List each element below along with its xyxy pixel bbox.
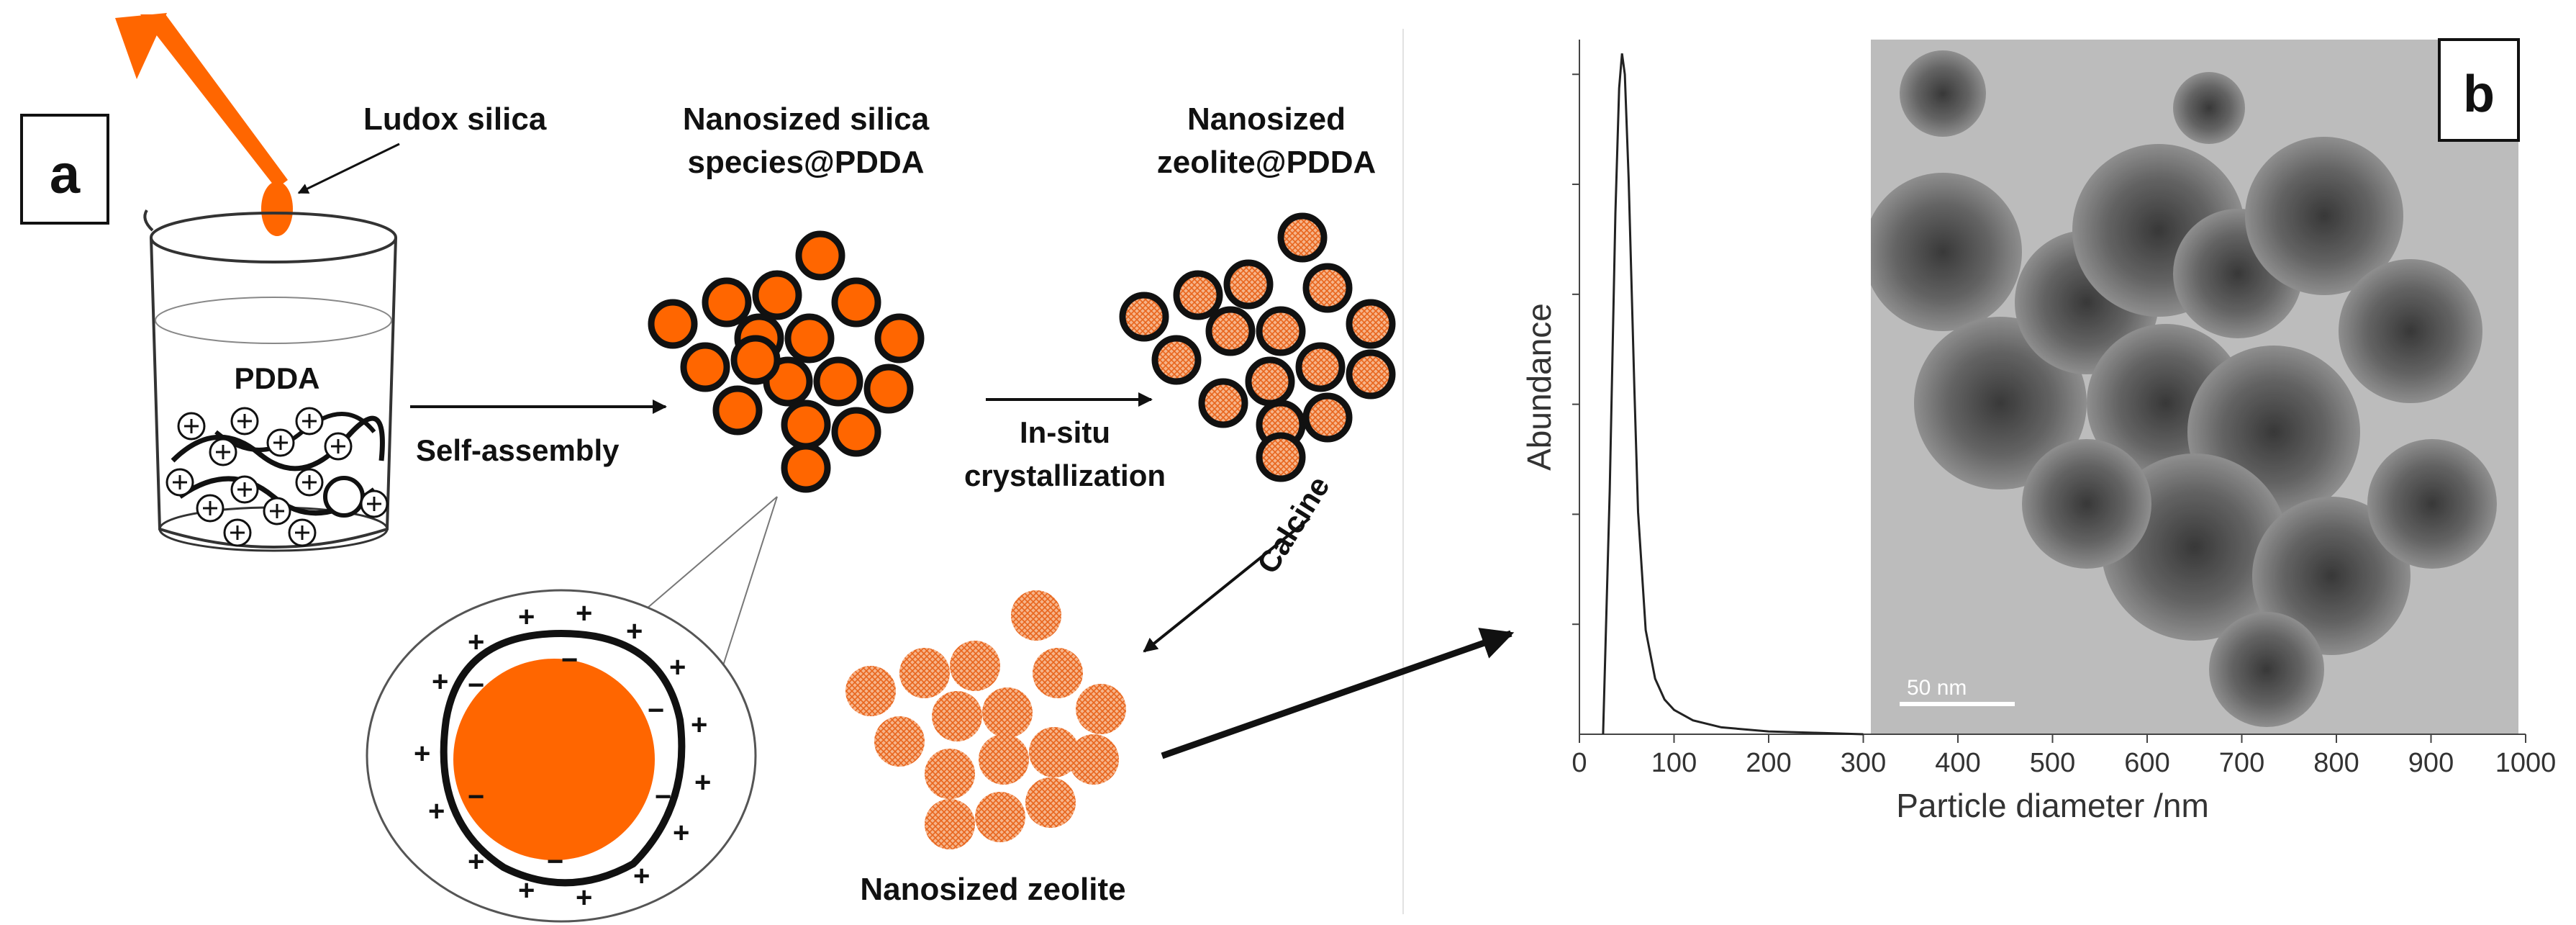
svg-text:+: + bbox=[468, 846, 484, 877]
svg-text:+: + bbox=[576, 597, 592, 629]
x-tick-label: 100 bbox=[1651, 748, 1697, 778]
y-axis-label: Abundance bbox=[1520, 303, 1558, 471]
silica-pdda-cluster bbox=[648, 230, 925, 493]
tem-scalebar-label: 50 nm bbox=[1907, 676, 1967, 700]
panel-a-letter: a bbox=[50, 144, 81, 205]
x-tick-label: 0 bbox=[1572, 748, 1587, 778]
svg-text:+: + bbox=[694, 767, 711, 798]
zoom-line-2 bbox=[719, 496, 778, 677]
nanosized-zeolite-label: Nanosized zeolite bbox=[860, 872, 1125, 907]
svg-text:+: + bbox=[626, 615, 643, 647]
svg-text:+: + bbox=[633, 860, 650, 892]
ludox-pointer bbox=[297, 143, 400, 194]
svg-text:+: + bbox=[576, 882, 592, 913]
crystallization-label-line1: In-situ bbox=[1020, 415, 1110, 449]
x-tick-label: 800 bbox=[2313, 748, 2359, 778]
x-tick-label: 500 bbox=[2030, 748, 2075, 778]
svg-text:+: + bbox=[518, 601, 535, 633]
x-tick-label: 300 bbox=[1841, 748, 1886, 778]
tem-scalebar bbox=[1900, 702, 2015, 706]
tem-image: 50 nm bbox=[1871, 40, 2518, 734]
pipette bbox=[115, 13, 293, 236]
svg-text:−: − bbox=[468, 669, 484, 701]
crystallization-label-line2: crystallization bbox=[964, 459, 1166, 492]
panel-a-letter-box: a bbox=[20, 114, 109, 225]
zoom-silica-core bbox=[453, 659, 655, 860]
ludox-label: Ludox silica bbox=[363, 101, 547, 137]
to-panel-b-arrow bbox=[1161, 628, 1515, 759]
x-tick-label: 700 bbox=[2219, 748, 2264, 778]
svg-text:+: + bbox=[691, 709, 707, 741]
ludox-droplet bbox=[261, 181, 293, 236]
svg-text:+: + bbox=[669, 651, 686, 683]
zoom-pdda-shell bbox=[440, 629, 686, 887]
size-distribution-chart: 0 100 200 300 400 500 600 700 800 900 1000 Particle… bbox=[1520, 40, 2556, 824]
svg-text:−: − bbox=[547, 846, 563, 877]
panel-b: 50 nm b 0 100 200 300 400 500 600 700 800 900 1000… bbox=[1520, 38, 2556, 824]
distribution-line bbox=[1602, 53, 1864, 736]
panel-a: a Ludox silica PDDA bbox=[20, 13, 1515, 923]
zoom-line-1 bbox=[625, 496, 778, 627]
panel-b-letter: b bbox=[2463, 66, 2495, 123]
x-axis-label: Particle diameter /nm bbox=[1896, 787, 2209, 824]
silica-label-line1: Nanosized silica bbox=[683, 101, 930, 137]
svg-text:+: + bbox=[432, 666, 448, 698]
zeolite-pdda-cluster bbox=[1119, 212, 1396, 482]
x-tick-label: 400 bbox=[1935, 748, 1980, 778]
svg-text:+: + bbox=[518, 875, 535, 906]
svg-text:+: + bbox=[428, 795, 445, 827]
panel-b-letter-box: b bbox=[2438, 38, 2520, 142]
nanosized-zeolite-cluster bbox=[845, 590, 1126, 849]
svg-text:−: − bbox=[655, 781, 671, 813]
svg-text:−: − bbox=[468, 781, 484, 813]
x-tick-label: 600 bbox=[2124, 748, 2169, 778]
silica-label-line2: species@PDDA bbox=[687, 145, 924, 180]
x-tick-label: 900 bbox=[2408, 748, 2454, 778]
svg-text:+: + bbox=[414, 738, 430, 770]
x-tick-label: 1000 bbox=[2495, 748, 2557, 778]
self-assembly-label: Self-assembly bbox=[416, 433, 620, 467]
calcine-label: Calcine bbox=[1251, 470, 1336, 579]
svg-text:−: − bbox=[561, 644, 578, 676]
svg-text:−: − bbox=[648, 695, 664, 726]
svg-text:+: + bbox=[673, 817, 689, 849]
zeolite-pdda-label-line2: zeolite@PDDA bbox=[1157, 145, 1377, 180]
beaker: PDDA bbox=[143, 209, 397, 552]
calcine-arrow bbox=[1143, 517, 1311, 653]
zoom-charges: +++ +++ +++ +++ +++ −−− −−− bbox=[414, 597, 711, 913]
beaker-label: PDDA bbox=[234, 361, 319, 395]
svg-text:+: + bbox=[468, 626, 484, 658]
x-tick-label: 200 bbox=[1746, 748, 1791, 778]
zeolite-pdda-label-line1: Nanosized bbox=[1187, 101, 1346, 137]
